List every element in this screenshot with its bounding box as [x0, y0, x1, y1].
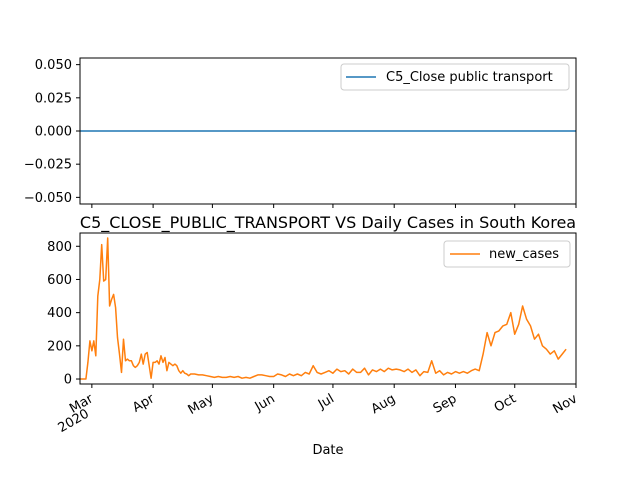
bottom-x-tick-label: Nov	[551, 391, 581, 417]
top-y-tick-label: −0.025	[24, 158, 72, 173]
bottom-x-tick-label: Apr	[130, 391, 158, 416]
top-subplot: 0.050 0.025 0.000 −0.025 −0.050 C5_Close pub…	[24, 57, 577, 208]
bottom-legend: new_cases	[443, 240, 571, 268]
bottom-y-tick-label: 400	[47, 306, 72, 321]
top-legend-box	[340, 63, 570, 91]
top-x-axis	[91, 204, 577, 208]
bottom-x-tick-label: May	[186, 391, 217, 418]
bottom-y-tick-label: 200	[47, 339, 72, 354]
top-y-tick-label: 0.025	[35, 91, 72, 106]
bottom-series-line	[80, 237, 567, 380]
top-legend-label: C5_Close public transport	[386, 70, 553, 85]
bottom-y-tick-label: 800	[47, 240, 72, 255]
top-y-tick-label: 0.050	[35, 58, 72, 73]
bottom-y-tick-label: 0	[64, 373, 72, 388]
bottom-chart-title: C5_CLOSE_PUBLIC_TRANSPORT VS Daily Cases…	[80, 213, 576, 233]
bottom-legend-label: new_cases	[489, 247, 559, 262]
bottom-x-axis-label: Date	[312, 443, 343, 458]
top-y-axis: 0.050 0.025 0.000 −0.025 −0.050	[24, 58, 80, 206]
top-legend: C5_Close public transport	[340, 63, 570, 91]
top-y-tick-label: 0.000	[35, 125, 72, 140]
bottom-plot-frame	[79, 232, 577, 385]
bottom-subplot: C5_CLOSE_PUBLIC_TRANSPORT VS Daily Cases…	[47, 213, 580, 458]
bottom-x-tick-label: Oct	[492, 391, 519, 415]
bottom-y-tick-label: 600	[47, 273, 72, 288]
bottom-x-tick-label: Aug	[369, 391, 398, 417]
bottom-x-tick-label: Sep	[431, 391, 460, 416]
bottom-legend-box	[443, 240, 571, 268]
bottom-x-tick-label: Jun	[252, 391, 278, 415]
bottom-x-tick-label: Jul	[315, 391, 337, 412]
top-y-tick-label: −0.050	[24, 191, 72, 206]
bottom-y-axis: 0 200 400 600 800	[47, 240, 80, 388]
